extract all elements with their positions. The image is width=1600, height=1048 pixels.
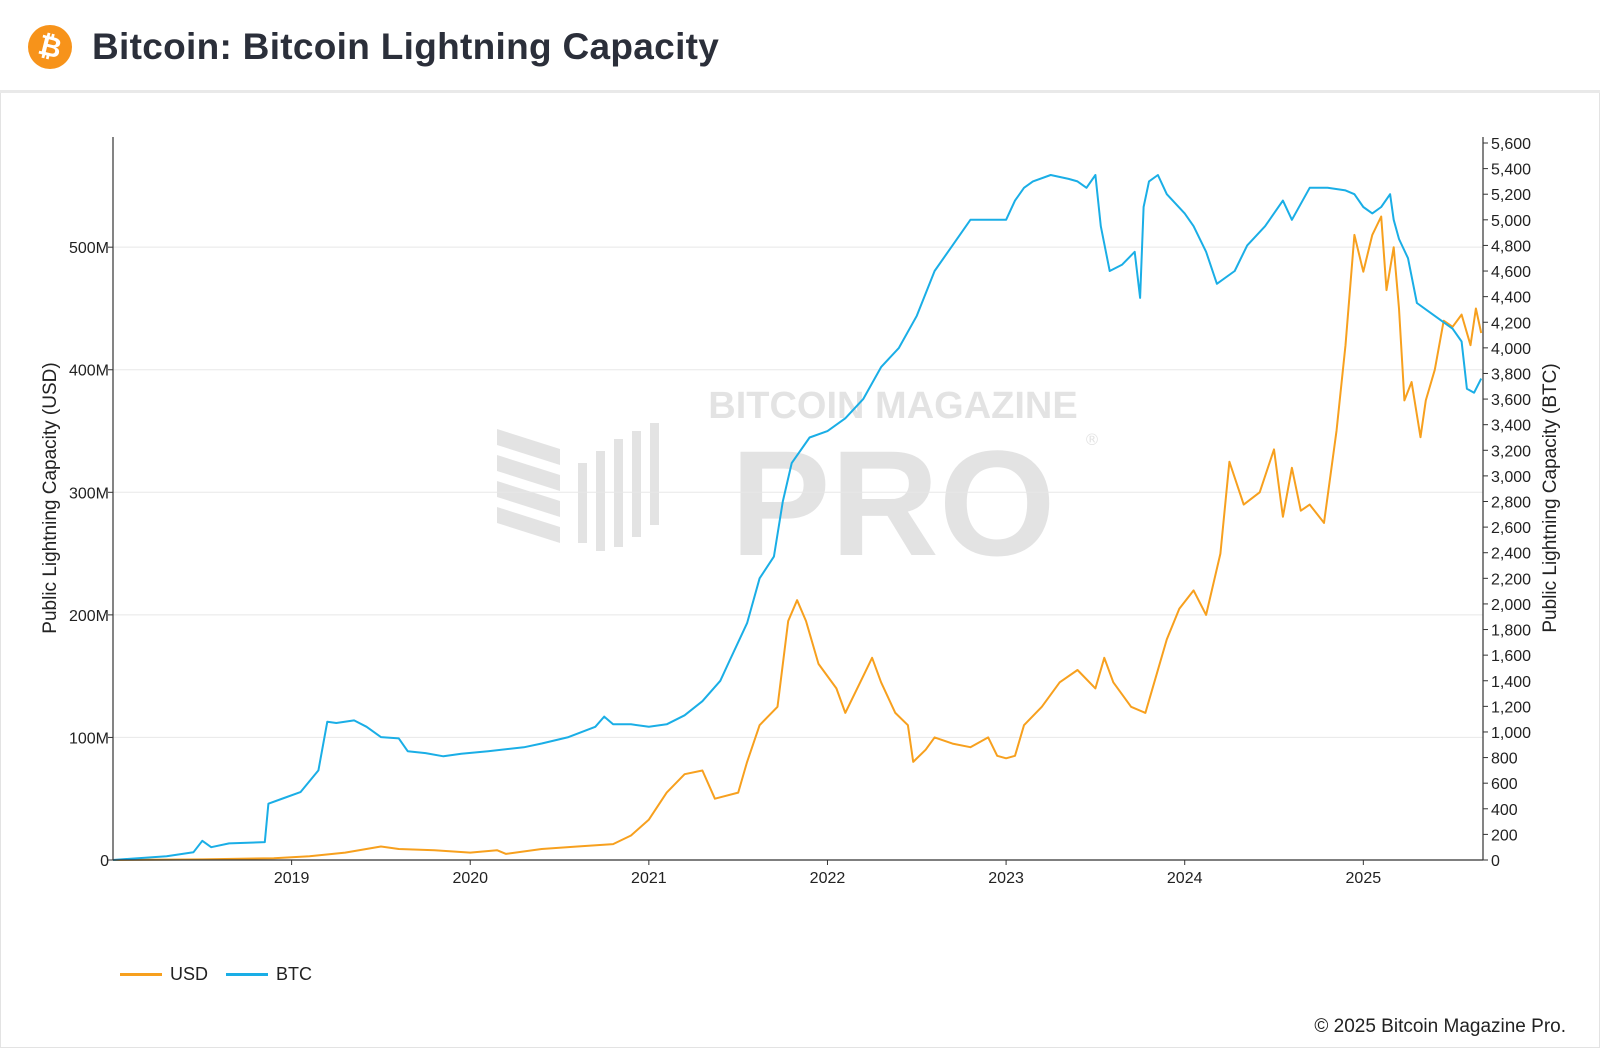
y-right-tick-label-4,600: 4,600 xyxy=(1491,264,1531,281)
y-left-axis-ticks: 0 100M 200M 300M 400M 500M xyxy=(69,240,113,870)
y-left-tick-label-100M: 100M xyxy=(69,730,109,747)
y-right-tick-label-4,800: 4,800 xyxy=(1491,238,1531,255)
y-right-tick-label-4,400: 4,400 xyxy=(1491,290,1531,307)
page-title: Bitcoin: Bitcoin Lightning Capacity xyxy=(92,26,720,67)
y-left-tick-label-400M: 400M xyxy=(69,363,109,380)
y-right-tick-label-2,800: 2,800 xyxy=(1491,495,1531,512)
y-right-tick-label-3,200: 3,200 xyxy=(1491,443,1531,460)
y-right-tick-label-3,600: 3,600 xyxy=(1491,392,1531,409)
watermark-logo-icon xyxy=(497,423,659,551)
copyright-footer: © 2025 Bitcoin Magazine Pro. xyxy=(1314,1016,1566,1037)
y-right-tick-label-2,400: 2,400 xyxy=(1491,546,1531,563)
y-right-tick-label-1,600: 1,600 xyxy=(1491,648,1531,665)
y-right-tick-label-400: 400 xyxy=(1491,802,1518,819)
y-right-tick-label-2,200: 2,200 xyxy=(1491,571,1531,588)
y-right-axis-title: Public Lightning Capacity (BTC) xyxy=(1540,363,1561,632)
y-left-axis-title: Public Lightning Capacity (USD) xyxy=(40,362,61,633)
y-right-tick-label-800: 800 xyxy=(1491,751,1518,768)
legend-swatch-btc xyxy=(226,973,268,976)
y-right-tick-label-4,200: 4,200 xyxy=(1491,315,1531,332)
watermark-main-text: PRO xyxy=(730,419,1055,587)
x-tick-label-2023: 2023 xyxy=(988,870,1024,887)
y-right-tick-label-5,000: 5,000 xyxy=(1491,213,1531,230)
y-right-axis-ticks: 0 200 400 600 800 1,000 1,200 1,400 1,600 1,800 2,… xyxy=(1483,136,1531,870)
y-right-tick-label-1,000: 1,000 xyxy=(1491,725,1531,742)
lightning-capacity-chart: BITCOIN MAGAZINE PRO ® 2019 2020 2021 2022 2… xyxy=(40,136,1561,887)
x-tick-label-2020: 2020 xyxy=(452,870,488,887)
bitcoin-glyph: ₿ xyxy=(35,27,66,66)
x-tick-label-2021: 2021 xyxy=(631,870,667,887)
y-right-tick-label-1,200: 1,200 xyxy=(1491,699,1531,716)
series-line-btc xyxy=(112,174,1483,861)
legend-label-btc: BTC xyxy=(276,964,312,984)
x-tick-label-2019: 2019 xyxy=(274,870,310,887)
y-left-tick-label-0: 0 xyxy=(100,853,109,870)
x-tick-label-2024: 2024 xyxy=(1167,870,1203,887)
y-right-tick-label-200: 200 xyxy=(1491,827,1518,844)
axes xyxy=(112,137,1484,861)
y-right-tick-label-3,000: 3,000 xyxy=(1491,469,1531,486)
y-left-tick-label-200M: 200M xyxy=(69,608,109,625)
y-right-tick-label-600: 600 xyxy=(1491,776,1518,793)
y-right-tick-label-5,600: 5,600 xyxy=(1491,136,1531,153)
y-right-tick-label-0: 0 xyxy=(1491,853,1500,870)
bitcoin-icon: ₿ xyxy=(28,25,72,69)
y-right-tick-label-2,600: 2,600 xyxy=(1491,520,1531,537)
y-left-tick-label-500M: 500M xyxy=(69,240,109,257)
y-left-tick-label-300M: 300M xyxy=(69,485,109,502)
x-tick-label-2022: 2022 xyxy=(810,870,846,887)
watermark-registered-mark: ® xyxy=(1084,430,1100,449)
y-right-tick-label-1,400: 1,400 xyxy=(1491,674,1531,691)
series-lines xyxy=(112,174,1483,861)
x-tick-label-2025: 2025 xyxy=(1346,870,1382,887)
legend-swatch-usd xyxy=(120,973,162,976)
y-right-tick-label-2,000: 2,000 xyxy=(1491,597,1531,614)
gridlines xyxy=(113,246,1483,738)
chart-header: ₿ Bitcoin: Bitcoin Lightning Capacity xyxy=(0,0,1600,93)
y-right-tick-label-5,400: 5,400 xyxy=(1491,162,1531,179)
y-right-tick-label-3,800: 3,800 xyxy=(1491,366,1531,383)
y-right-tick-label-3,400: 3,400 xyxy=(1491,418,1531,435)
watermark: BITCOIN MAGAZINE PRO ® xyxy=(497,385,1100,587)
legend-label-usd: USD xyxy=(170,964,209,984)
x-axis-ticks: 2019 2020 2021 2022 2023 2024 2025 xyxy=(274,860,1381,887)
y-right-tick-label-1,800: 1,800 xyxy=(1491,623,1531,640)
series-line-usd xyxy=(112,215,1483,861)
watermark-top-text: BITCOIN MAGAZINE xyxy=(708,385,1077,427)
y-right-tick-label-4,000: 4,000 xyxy=(1491,341,1531,358)
y-right-tick-label-5,200: 5,200 xyxy=(1491,187,1531,204)
